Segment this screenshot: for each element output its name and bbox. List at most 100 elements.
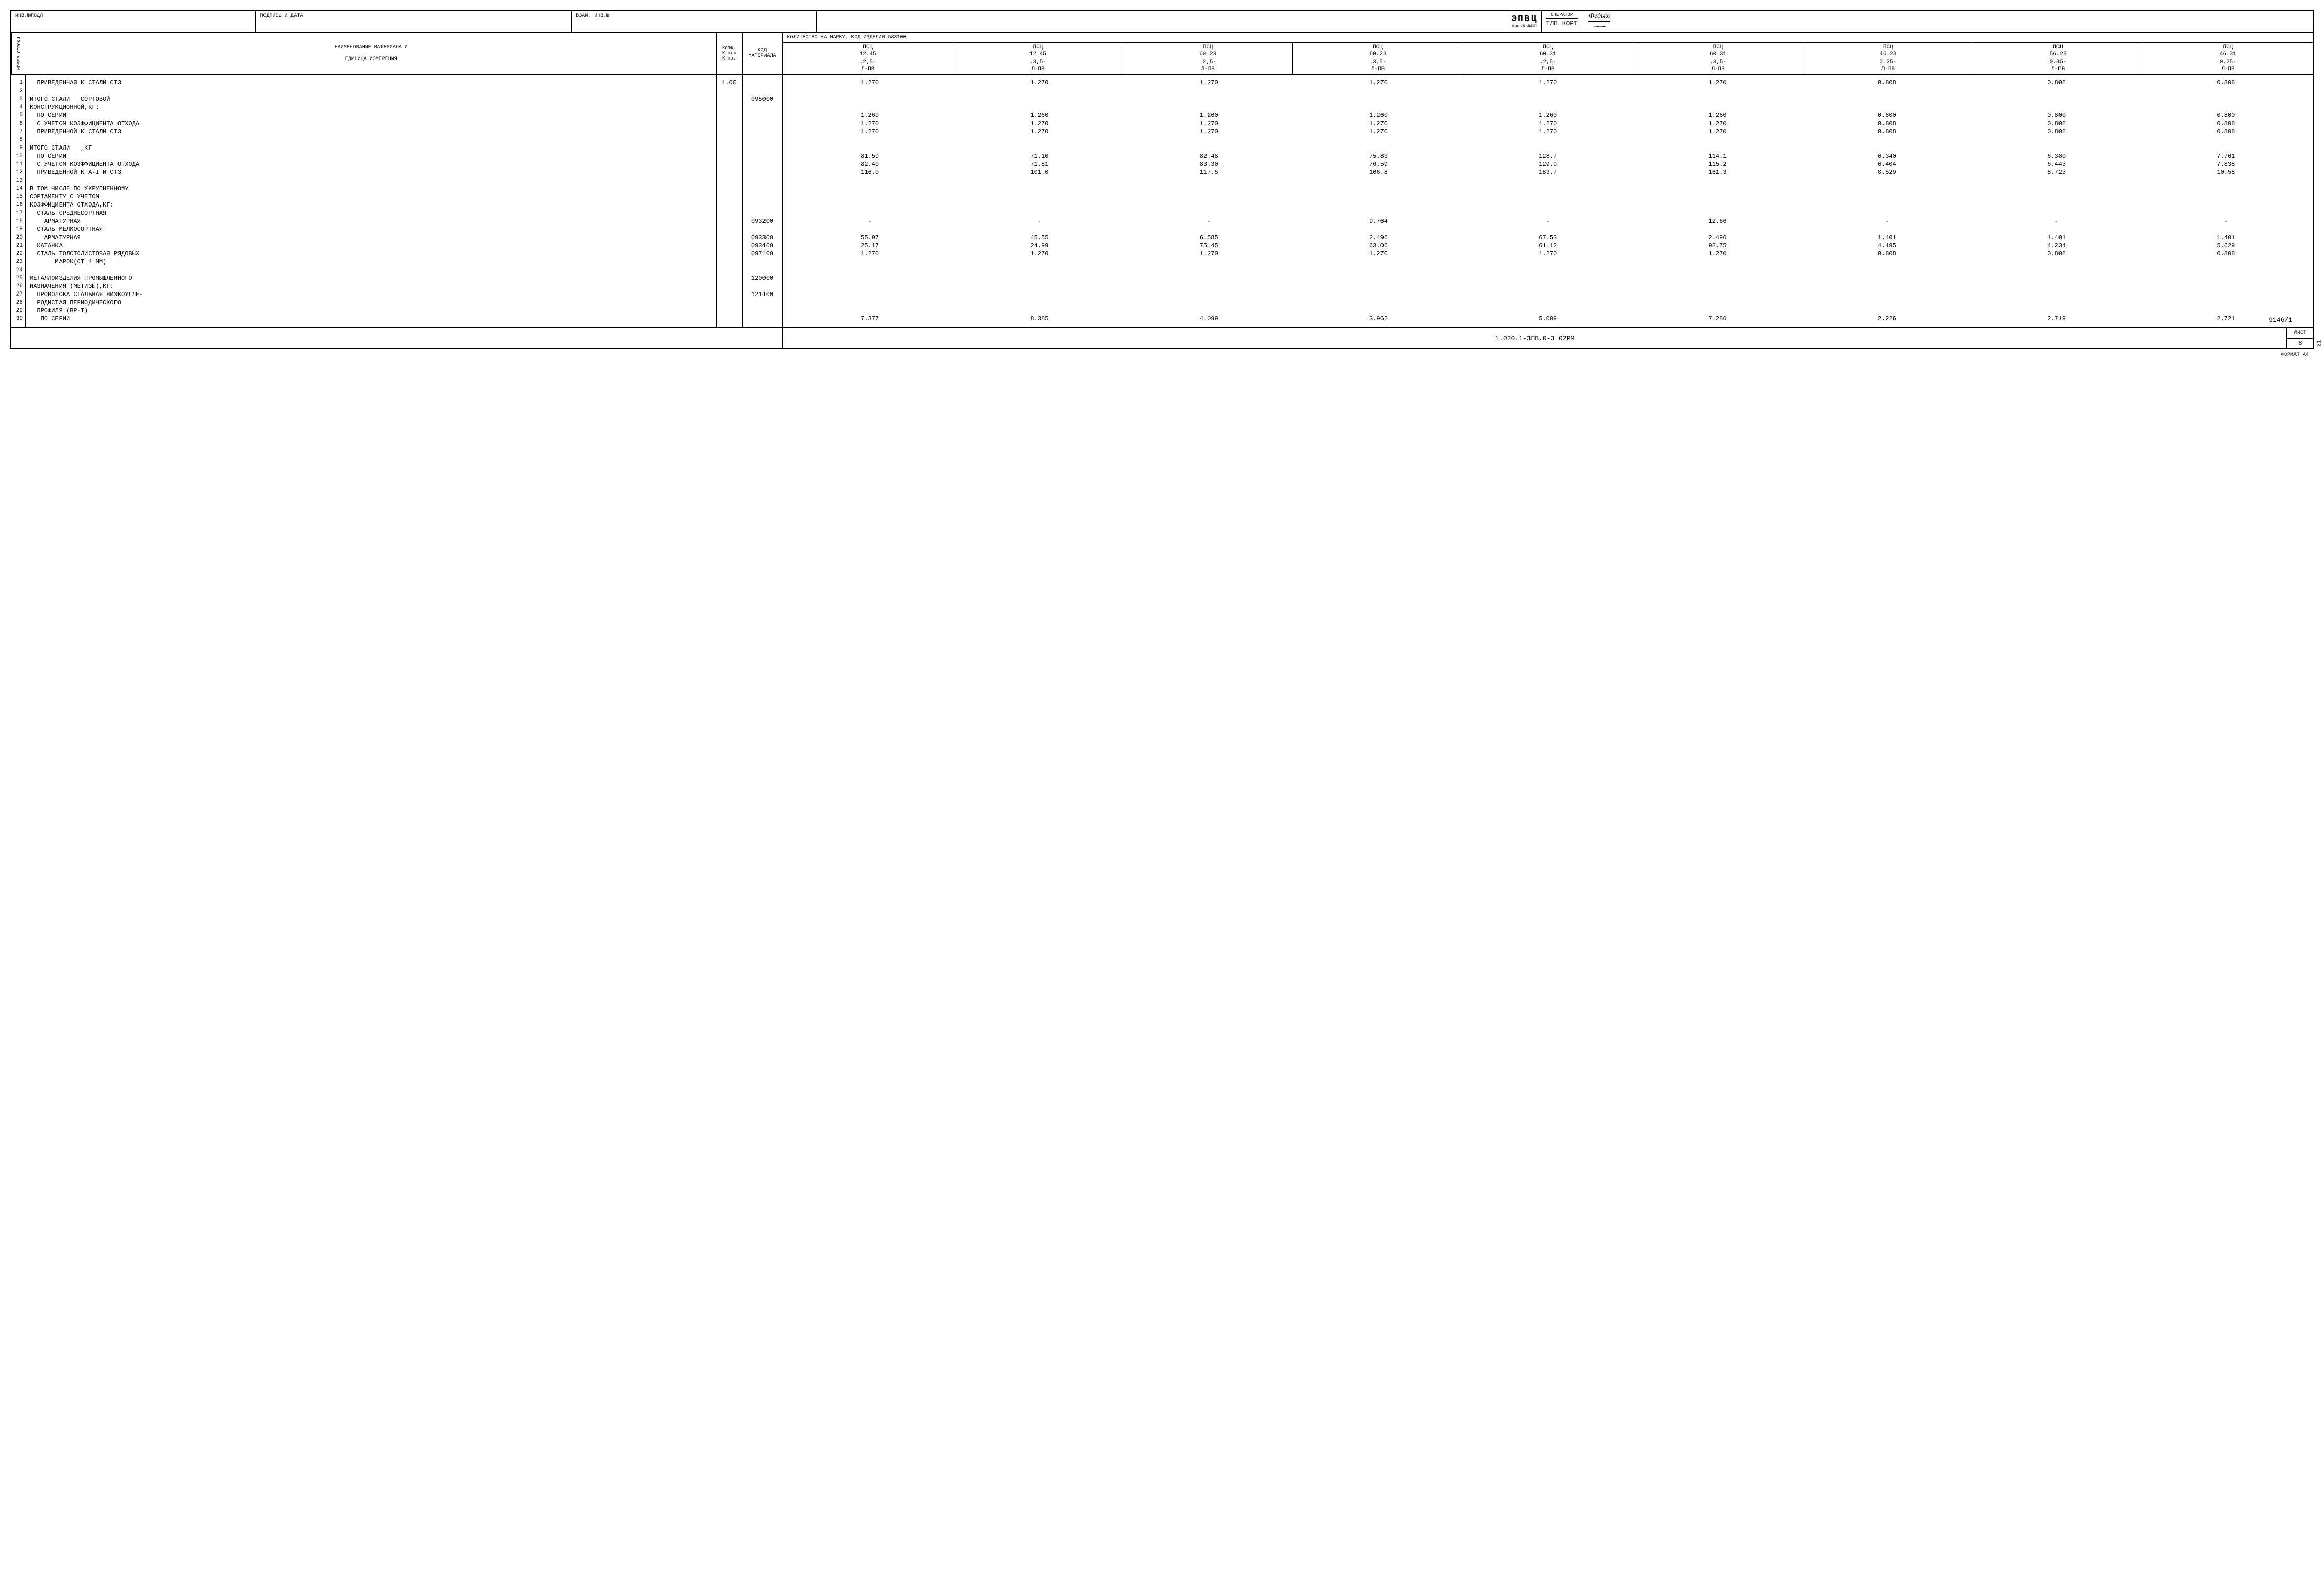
data-cell [785, 136, 955, 144]
data-cell: 114.1 [1633, 152, 1802, 160]
row-kod [744, 193, 781, 201]
data-cell [1463, 266, 1633, 274]
row-kod [744, 299, 781, 307]
data-cell [955, 87, 1124, 95]
data-row [785, 282, 2311, 290]
footer: 1.020.1-3ПВ.0-3 02РМ ЛИСТ 8 [11, 328, 2313, 348]
data-cell: 4.195 [1802, 242, 1972, 250]
data-cell [1972, 144, 2141, 152]
row-name: ИТОГО СТАЛИ СОРТОВОЙ [30, 95, 713, 103]
data-cell [955, 193, 1124, 201]
data-row [785, 209, 2311, 217]
row-name: ПРОВОЛОКА СТАЛЬНАЯ НИЗКОУГЛЕ- [30, 290, 713, 299]
data-row [785, 87, 2311, 95]
name-line2: ЕДИНИЦА ИЗМЕРЕНИЯ [345, 56, 397, 62]
data-cell [1293, 225, 1463, 233]
data-cell [1633, 144, 1802, 152]
data-cell [1633, 225, 1802, 233]
data-cell [1972, 299, 2141, 307]
row-name: РОДИСТАЯ ПЕРИОДИЧЕСКОГО [30, 299, 713, 307]
row-num: 25 [12, 274, 24, 282]
row-kod [744, 103, 781, 111]
data-cell: 25.17 [785, 242, 955, 250]
row-num: 26 [12, 282, 24, 290]
data-row [785, 290, 2311, 299]
data-cell [955, 185, 1124, 193]
data-cell [785, 290, 955, 299]
data-cell [1633, 136, 1802, 144]
col-header-kod: КОД МАТЕРИАЛА [743, 33, 783, 74]
format-label: ФОРМАТ А4 [2281, 352, 2309, 358]
data-values: 1.2701.2701.2701.2701.2701.2700.8080.808… [783, 75, 2313, 327]
row-num: 11 [12, 160, 24, 168]
data-cell: 0.808 [1972, 79, 2141, 87]
row-kod [744, 120, 781, 128]
row-kod: 095000 [744, 95, 781, 103]
data-cell: - [1802, 217, 1972, 225]
data-cell [1293, 193, 1463, 201]
data-cell [1293, 307, 1463, 315]
row-num: 19 [12, 225, 24, 233]
data-row [785, 201, 2311, 209]
koef-l2: К отх [722, 51, 736, 56]
data-cell [1633, 290, 1802, 299]
data-cell: 71.81 [955, 160, 1124, 168]
data-cell [785, 177, 955, 185]
data-cell: 8.385 [955, 315, 1124, 323]
data-cell: 1.270 [1633, 128, 1802, 136]
data-cell [1463, 177, 1633, 185]
data-cell [955, 266, 1124, 274]
data-cell: 81.59 [785, 152, 955, 160]
data-cell [1124, 193, 1293, 201]
data-cell [785, 299, 955, 307]
data-cell: 4.234 [1972, 242, 2141, 250]
data-cell: 0.808 [1972, 120, 2141, 128]
sheet-number-box: ЛИСТ 8 [2287, 328, 2313, 348]
data-cell [1124, 290, 1293, 299]
data-cell: 0.808 [1802, 128, 1972, 136]
row-kod: 120000 [744, 274, 781, 282]
data-cell [1802, 177, 1972, 185]
data-cell: 98.75 [1633, 242, 1802, 250]
row-koef [718, 144, 741, 152]
document-frame: ИНВ.№ПОДЛ ПОДПИСЬ И ДАТА ВЗАМ. ИНВ.№ ЭПВ… [10, 10, 2314, 349]
data-cell [1802, 201, 1972, 209]
row-name [30, 177, 713, 185]
row-koef [718, 315, 741, 323]
data-cell: 106.8 [1293, 168, 1463, 177]
data-cell [1124, 144, 1293, 152]
row-kod [744, 282, 781, 290]
row-kod [744, 168, 781, 177]
data-cell: 1.260 [1293, 111, 1463, 120]
row-kod [744, 160, 781, 168]
table-header: НОМЕР СТРОКИ НАИМЕНОВАНИЕ МАТЕРИАЛА И ЕД… [11, 33, 2313, 75]
data-cell [955, 201, 1124, 209]
data-row [785, 266, 2311, 274]
material-names: ПРИВЕДЕННАЯ К СТАЛИ СТ3ИТОГО СТАЛИ СОРТО… [26, 75, 717, 327]
data-col-header: ПСЦ60.23.3,5-Л-ПВ [1293, 43, 1463, 74]
data-cell [1633, 258, 1802, 266]
data-cell: 1.260 [1633, 111, 1802, 120]
name-line1: НАИМЕНОВАНИЕ МАТЕРИАЛА И [335, 45, 408, 50]
row-num: 23 [12, 258, 24, 266]
data-row: 55.9745.556.5852.49667.532.4961.4011.401… [785, 233, 2311, 242]
row-kod: 121400 [744, 290, 781, 299]
data-cell: 8.529 [1802, 168, 1972, 177]
data-col-header: ПСЦ60.23.2,5-Л-ПВ [1123, 43, 1293, 74]
data-col-header: ПСЦ12.45.2,5-Л-ПВ [783, 43, 953, 74]
data-cell: 1.270 [955, 120, 1124, 128]
data-cell [955, 95, 1124, 103]
data-cell [785, 193, 955, 201]
data-cell [1463, 193, 1633, 201]
data-cell [1293, 144, 1463, 152]
row-koef [718, 160, 741, 168]
data-cell [2141, 258, 2311, 266]
row-koef [718, 95, 741, 103]
data-cell: 183.7 [1463, 168, 1633, 177]
data-cell [955, 290, 1124, 299]
row-koef: 1.00 [718, 79, 741, 87]
row-name: ПО СЕРИИ [30, 111, 713, 120]
data-cell: 71.10 [955, 152, 1124, 160]
row-name: С УЧЕТОМ КОЭФФИЦИЕНТА ОТХОДА [30, 160, 713, 168]
data-row [785, 95, 2311, 103]
